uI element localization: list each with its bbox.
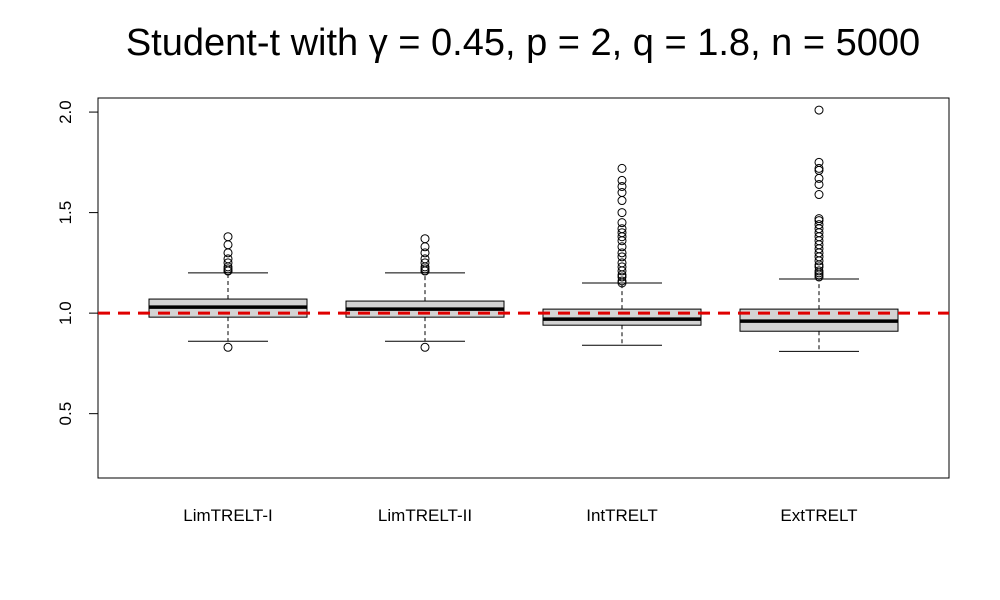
outlier-point bbox=[223, 248, 233, 258]
outlier-point bbox=[814, 165, 824, 175]
outlier-point bbox=[814, 214, 824, 224]
outlier-point bbox=[617, 163, 627, 173]
outlier-point bbox=[617, 276, 627, 286]
outlier-point bbox=[420, 258, 430, 268]
y-tick-label: 1.0 bbox=[56, 301, 75, 325]
outlier-point bbox=[617, 196, 627, 206]
outlier-point bbox=[617, 187, 627, 197]
outlier-point bbox=[814, 220, 824, 230]
outlier-point bbox=[617, 248, 627, 258]
y-tick-label: 1.5 bbox=[56, 201, 75, 225]
y-tick-label: 2.0 bbox=[56, 100, 75, 124]
chart-title: Student-t with γ = 0.45, p = 2, q = 1.8,… bbox=[125, 22, 921, 64]
outlier-point bbox=[223, 232, 233, 242]
boxes-layer bbox=[148, 105, 899, 352]
outlier-point bbox=[223, 342, 233, 352]
outlier-point bbox=[814, 190, 824, 200]
outlier-point bbox=[814, 179, 824, 189]
outlier-point bbox=[617, 208, 627, 218]
outlier-point bbox=[420, 342, 430, 352]
outlier-point bbox=[617, 175, 627, 185]
outlier-point bbox=[617, 224, 627, 234]
outlier-point bbox=[420, 242, 430, 252]
outlier-point bbox=[814, 157, 824, 167]
outlier-point bbox=[617, 228, 627, 238]
box-limtrelt-i bbox=[148, 232, 308, 352]
outlier-point bbox=[223, 254, 233, 264]
x-category-label: LimTRELT-I bbox=[183, 506, 272, 525]
iqr-box bbox=[542, 308, 702, 326]
outlier-point bbox=[617, 181, 627, 191]
y-axis: 0.5 1.0 1.5 2.0 bbox=[56, 100, 99, 426]
x-category-label: LimTRELT-II bbox=[378, 506, 472, 525]
plot-frame bbox=[97, 97, 950, 479]
box-inttrelt bbox=[542, 163, 702, 346]
x-axis-labels: LimTRELT-I LimTRELT-II IntTRELT ExtTRELT bbox=[183, 506, 857, 525]
outlier-point bbox=[223, 258, 233, 268]
outlier-point bbox=[814, 163, 824, 173]
y-tick-label: 0.5 bbox=[56, 402, 75, 426]
outlier-point bbox=[420, 254, 430, 264]
outlier-point bbox=[420, 248, 430, 258]
box-exttrelt bbox=[739, 105, 899, 352]
outlier-point bbox=[420, 234, 430, 244]
outlier-point bbox=[617, 242, 627, 252]
outlier-point bbox=[617, 218, 627, 228]
x-category-label: IntTRELT bbox=[586, 506, 657, 525]
outlier-point bbox=[617, 262, 627, 272]
outlier-point bbox=[814, 266, 824, 276]
outlier-point bbox=[617, 258, 627, 268]
box-limtrelt-ii bbox=[345, 234, 505, 352]
outlier-point bbox=[617, 252, 627, 262]
outlier-point bbox=[814, 105, 824, 115]
outlier-point bbox=[223, 240, 233, 250]
x-category-label: ExtTRELT bbox=[780, 506, 857, 525]
outlier-point bbox=[814, 173, 824, 183]
